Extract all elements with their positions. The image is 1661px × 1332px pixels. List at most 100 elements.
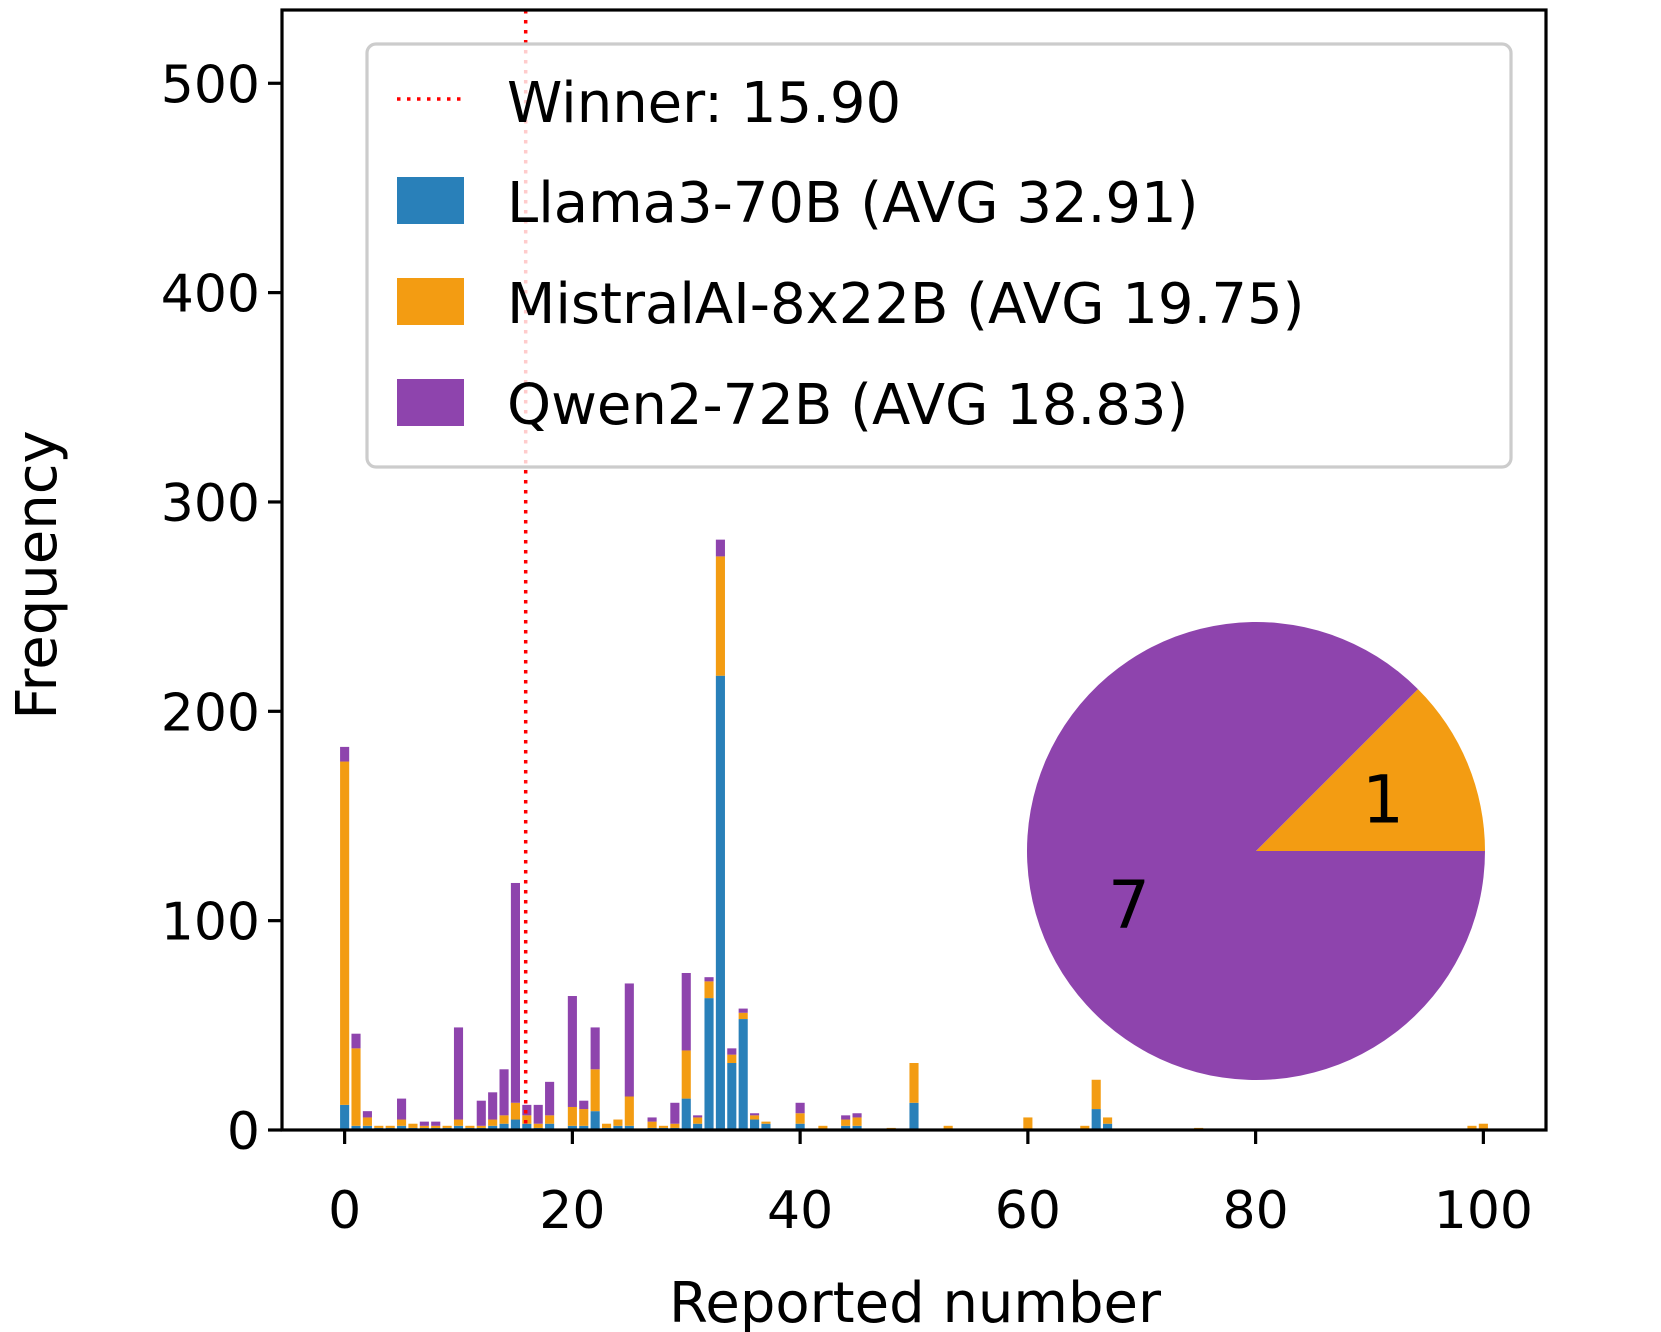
x-tick-label-60: 60 — [995, 1181, 1061, 1241]
bar-mistral-28 — [658, 1125, 669, 1128]
bar-mistral-50 — [909, 1063, 919, 1103]
bar-qwen2-7 — [419, 1121, 429, 1126]
bar-mistral-9 — [442, 1125, 452, 1128]
bar-qwen2-35 — [738, 1008, 748, 1013]
legend-label-mistral: MistralAI-8x22B (AVG 19.75) — [507, 272, 1304, 337]
bar-qwen2-12 — [476, 1100, 486, 1126]
ticks-layer: 0 20 40 60 80 100 0 100 200 300 400 500 — [161, 55, 1533, 1241]
bar-llama3-5 — [397, 1125, 407, 1130]
bar-mistral-23 — [601, 1123, 612, 1128]
bar-mistral-100 — [1478, 1123, 1488, 1130]
bar-mistral-53 — [943, 1125, 953, 1130]
bar-llama3-21 — [579, 1125, 589, 1130]
legend-label-qwen2: Qwen2-72B (AVG 18.83) — [507, 373, 1188, 438]
bar-mistral-37 — [761, 1121, 771, 1124]
bar-mistral-25 — [624, 1096, 634, 1126]
pie-slice-mistral — [1256, 689, 1485, 851]
bar-qwen2-21 — [579, 1100, 589, 1110]
x-axis-title: Reported number — [669, 1271, 1162, 1332]
legend-swatch-llama3 — [397, 177, 464, 224]
bar-llama3-0 — [340, 1104, 350, 1130]
y-tick-label-500: 500 — [161, 55, 260, 115]
bar-qwen2-2 — [362, 1111, 372, 1118]
bar-mistral-14 — [499, 1115, 509, 1124]
bar-mistral-18 — [545, 1115, 555, 1124]
bar-llama3-18 — [545, 1123, 555, 1130]
bar-mistral-36 — [750, 1115, 760, 1120]
bar-qwen2-36 — [750, 1113, 760, 1116]
bar-mistral-42 — [818, 1125, 828, 1130]
y-axis-title: Frequency — [5, 430, 70, 719]
bar-llama3-66 — [1091, 1109, 1101, 1130]
bar-llama3-13 — [488, 1125, 498, 1130]
bar-qwen2-10 — [453, 1027, 464, 1120]
bar-mistral-8 — [431, 1125, 441, 1128]
bar-qwen2-1 — [351, 1033, 361, 1049]
bar-qwen2-20 — [567, 996, 577, 1107]
x-tick-label-20: 20 — [539, 1181, 605, 1241]
bar-llama3-36 — [750, 1119, 760, 1130]
bar-llama3-32 — [704, 998, 714, 1130]
bar-qwen2-0 — [340, 746, 350, 762]
bar-mistral-5 — [397, 1119, 407, 1126]
bar-qwen2-34 — [727, 1048, 737, 1055]
bar-mistral-20 — [567, 1106, 577, 1126]
bar-mistral-99 — [1467, 1125, 1477, 1130]
bar-llama3-22 — [590, 1111, 600, 1130]
bar-mistral-11 — [465, 1125, 475, 1128]
bar-mistral-60 — [1023, 1117, 1033, 1130]
bar-llama3-20 — [567, 1125, 577, 1130]
bar-qwen2-8 — [431, 1121, 441, 1126]
bar-mistral-35 — [738, 1012, 748, 1020]
y-tick-label-400: 400 — [161, 265, 260, 325]
bar-llama3-30 — [681, 1098, 691, 1130]
legend-frame — [365, 42, 1513, 469]
bar-mistral-33 — [715, 556, 725, 676]
bar-mistral-1 — [351, 1048, 361, 1126]
bar-qwen2-27 — [647, 1117, 657, 1122]
bar-llama3-35 — [738, 1019, 748, 1130]
bar-llama3-2 — [362, 1125, 372, 1130]
x-tick-label-80: 80 — [1223, 1181, 1289, 1241]
bar-qwen2-33 — [715, 539, 725, 557]
bar-llama3-50 — [909, 1102, 919, 1130]
bar-llama3-37 — [761, 1123, 771, 1130]
bar-qwen2-17 — [533, 1104, 543, 1124]
bar-llama3-14 — [499, 1123, 509, 1130]
bar-mistral-16 — [522, 1115, 532, 1124]
bar-mistral-4 — [385, 1125, 395, 1128]
bar-mistral-0 — [340, 761, 350, 1105]
bar-qwen2-13 — [488, 1092, 498, 1120]
y-tick-label-100: 100 — [161, 893, 260, 953]
bar-mistral-2 — [362, 1117, 372, 1126]
bar-mistral-22 — [590, 1069, 600, 1112]
bar-mistral-21 — [579, 1109, 589, 1126]
x-tick-label-100: 100 — [1434, 1181, 1533, 1241]
legend-swatch-mistral — [397, 278, 464, 325]
bar-llama3-40 — [795, 1123, 805, 1130]
bar-llama3-33 — [715, 675, 725, 1130]
pie-label-mistral: 1 — [1362, 761, 1404, 838]
bar-mistral-29 — [670, 1123, 680, 1128]
bar-llama3-10 — [453, 1125, 464, 1130]
bar-mistral-40 — [795, 1113, 805, 1124]
bar-qwen2-14 — [499, 1069, 509, 1116]
bar-mistral-13 — [488, 1119, 498, 1126]
bar-mistral-27 — [647, 1121, 657, 1128]
legend-winner-label: Winner: 15.90 — [507, 71, 901, 136]
x-tick-label-40: 40 — [767, 1181, 833, 1241]
legend-swatch-qwen2 — [397, 379, 464, 426]
bar-qwen2-18 — [545, 1081, 555, 1116]
bar-mistral-7 — [419, 1125, 429, 1128]
legend: Winner: 15.90 Llama3-70B (AVG 32.91) Mis… — [365, 42, 1513, 469]
bar-llama3-34 — [727, 1063, 737, 1130]
bar-llama3-44 — [841, 1125, 851, 1130]
bar-mistral-3 — [374, 1125, 384, 1128]
bars-layer — [340, 539, 1488, 1130]
bar-llama3-31 — [693, 1123, 703, 1130]
bar-qwen2-44 — [841, 1115, 851, 1120]
pie-inset: 017 — [1027, 622, 1485, 1081]
bar-mistral-30 — [681, 1050, 691, 1099]
bar-mistral-67 — [1103, 1117, 1113, 1124]
